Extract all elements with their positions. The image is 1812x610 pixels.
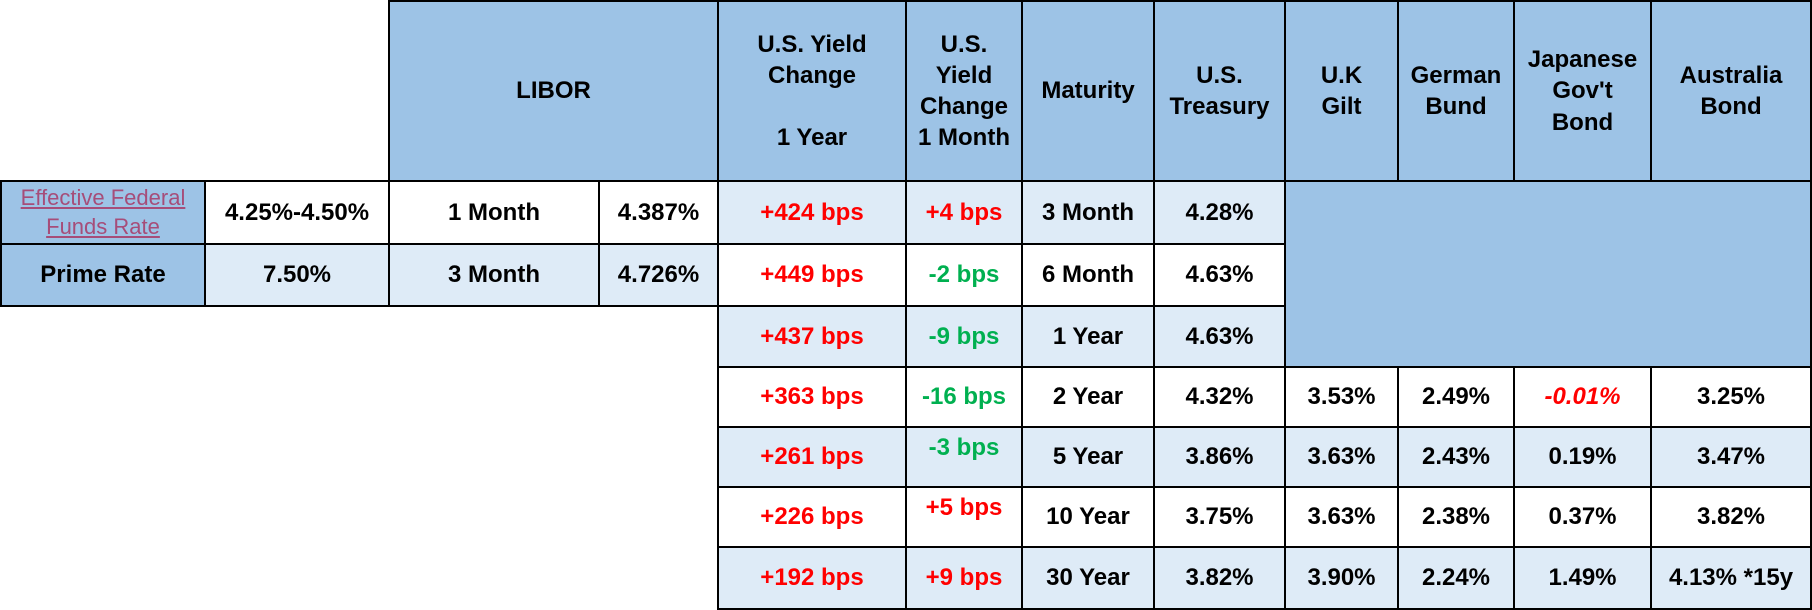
chg1y-row-5: +261 bps [717, 426, 907, 488]
chg1m-row-3: -9 bps [905, 305, 1023, 368]
gilt-row-5: 3.63% [1284, 426, 1399, 488]
bund-row-4: 2.49% [1397, 366, 1515, 428]
chg1y-row-6: +226 bps [717, 486, 907, 548]
fed-funds-value: 4.25%-4.50% [204, 180, 390, 245]
aus-row-5: 3.47% [1650, 426, 1812, 488]
maturity-row-3: 1 Year [1021, 305, 1155, 368]
ust-row-4: 4.32% [1153, 366, 1286, 428]
ust-row-7: 3.82% [1153, 546, 1286, 610]
maturity-row-7: 30 Year [1021, 546, 1155, 610]
maturity-row-4: 2 Year [1021, 366, 1155, 428]
chg1m-row-6: +5 bps [905, 486, 1023, 548]
chg1y-row-2: +449 bps [717, 243, 907, 307]
jgb-row-6: 0.37% [1513, 486, 1652, 548]
maturity-row-2: 6 Month [1021, 243, 1155, 307]
chg1y-row-7: +192 bps [717, 546, 907, 610]
chg1m-row-7: +9 bps [905, 546, 1023, 610]
header-japanese-bond: Japanese Gov't Bond [1513, 0, 1652, 182]
chg1y-row-4: +363 bps [717, 366, 907, 428]
ust-row-3: 4.63% [1153, 305, 1286, 368]
ust-row-6: 3.75% [1153, 486, 1286, 548]
header-uk-gilt: U.K Gilt [1284, 0, 1399, 182]
header-libor: LIBOR [388, 0, 719, 182]
aus-row-7: 4.13% *15y [1650, 546, 1812, 610]
bund-row-5: 2.43% [1397, 426, 1515, 488]
chg1m-row-5: -3 bps [905, 426, 1023, 488]
bund-row-6: 2.38% [1397, 486, 1515, 548]
aus-row-4: 3.25% [1650, 366, 1812, 428]
libor-tenor-2: 3 Month [388, 243, 600, 307]
aus-row-6: 3.82% [1650, 486, 1812, 548]
ust-row-5: 3.86% [1153, 426, 1286, 488]
header-maturity: Maturity [1021, 0, 1155, 182]
prime-rate-value: 7.50% [204, 243, 390, 307]
chg1m-row-4: -16 bps [905, 366, 1023, 428]
empty-foreign-block [1284, 180, 1812, 368]
header-german-bund: German Bund [1397, 0, 1515, 182]
gilt-row-6: 3.63% [1284, 486, 1399, 548]
jgb-row-7: 1.49% [1513, 546, 1652, 610]
jgb-row-5: 0.19% [1513, 426, 1652, 488]
gilt-row-4: 3.53% [1284, 366, 1399, 428]
chg1m-row-2: -2 bps [905, 243, 1023, 307]
fed-funds-label-cell[interactable]: Effective Federal Funds Rate [0, 180, 206, 245]
libor-rate-2: 4.726% [598, 243, 719, 307]
header-australia-bond: Australia Bond [1650, 0, 1812, 182]
libor-rate-1: 4.387% [598, 180, 719, 245]
jgb-row-4: -0.01% [1513, 366, 1652, 428]
chg1y-row-3: +437 bps [717, 305, 907, 368]
fed-funds-link[interactable]: Effective Federal Funds Rate [20, 184, 186, 239]
maturity-row-5: 5 Year [1021, 426, 1155, 488]
prime-rate-label: Prime Rate [0, 243, 206, 307]
bund-row-7: 2.24% [1397, 546, 1515, 610]
gilt-row-7: 3.90% [1284, 546, 1399, 610]
ust-row-1: 4.28% [1153, 180, 1286, 245]
maturity-row-6: 10 Year [1021, 486, 1155, 548]
libor-tenor-1: 1 Month [388, 180, 600, 245]
header-us-yield-change-1y: U.S. Yield Change 1 Year [717, 0, 907, 182]
chg1m-row-1: +4 bps [905, 180, 1023, 245]
header-us-yield-change-1m: U.S. Yield Change 1 Month [905, 0, 1023, 182]
ust-row-2: 4.63% [1153, 243, 1286, 307]
chg1y-row-1: +424 bps [717, 180, 907, 245]
header-us-treasury: U.S. Treasury [1153, 0, 1286, 182]
maturity-row-1: 3 Month [1021, 180, 1155, 245]
